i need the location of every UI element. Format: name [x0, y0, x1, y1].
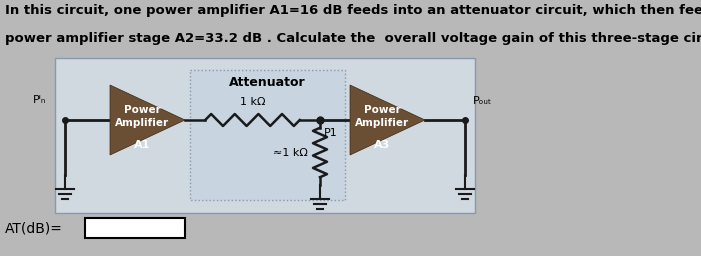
Text: A3: A3: [374, 140, 390, 150]
Polygon shape: [110, 85, 185, 155]
Bar: [55, 58, 475, 213]
Text: Pᴵₙ: Pᴵₙ: [34, 95, 47, 105]
Text: Power: Power: [364, 105, 401, 115]
Text: Power: Power: [124, 105, 161, 115]
Text: A1: A1: [135, 140, 151, 150]
Bar: [190, 70, 345, 200]
Text: Attenuator: Attenuator: [229, 76, 306, 89]
Text: AT(dB)=: AT(dB)=: [5, 222, 63, 236]
Polygon shape: [350, 85, 425, 155]
Text: power amplifier stage A2=33.2 dB . Calculate the  overall voltage gain of this t: power amplifier stage A2=33.2 dB . Calcu…: [5, 32, 701, 45]
Text: Amplifier: Amplifier: [355, 118, 409, 128]
Text: ≈1 kΩ: ≈1 kΩ: [273, 147, 308, 157]
Text: Pₒᵤₜ: Pₒᵤₜ: [473, 96, 492, 106]
Text: 1 kΩ: 1 kΩ: [240, 97, 265, 107]
Text: In this circuit, one power amplifier A1=16 dB feeds into an attenuator circuit, : In this circuit, one power amplifier A1=…: [5, 4, 701, 17]
Text: P1: P1: [324, 128, 338, 138]
Text: Amplifier: Amplifier: [116, 118, 170, 128]
FancyBboxPatch shape: [85, 218, 185, 238]
